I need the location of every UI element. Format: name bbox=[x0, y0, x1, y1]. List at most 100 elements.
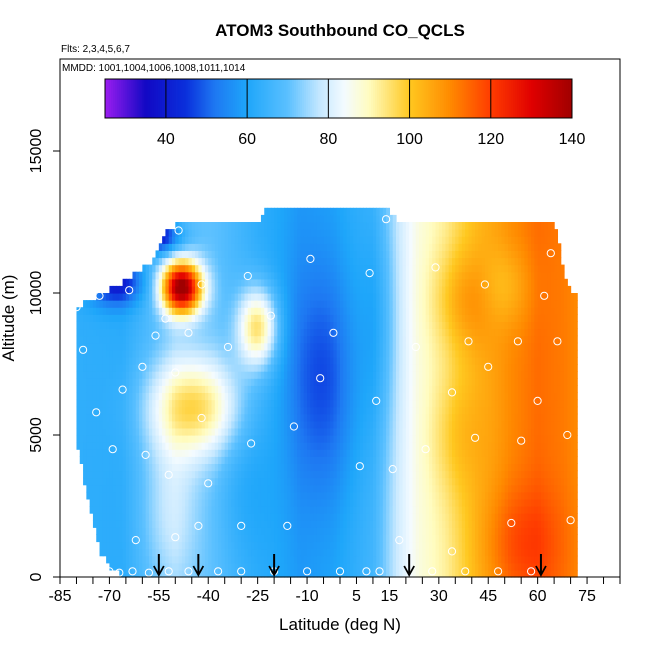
heatmap-cell bbox=[152, 285, 157, 294]
heatmap-cell bbox=[172, 392, 176, 401]
heatmap-cell bbox=[211, 257, 216, 266]
heatmap-cell bbox=[293, 335, 298, 344]
heatmap-cell bbox=[254, 300, 259, 308]
heatmap-cell bbox=[326, 534, 331, 543]
heatmap-cell bbox=[323, 406, 328, 415]
heatmap-cell bbox=[316, 406, 321, 415]
heatmap-cell bbox=[221, 449, 226, 457]
heatmap-cell bbox=[330, 506, 335, 514]
heatmap-cell bbox=[172, 520, 176, 528]
heatmap-cell bbox=[270, 214, 275, 223]
heatmap-cell bbox=[244, 229, 249, 237]
heatmap-cell bbox=[122, 406, 127, 415]
heatmap-cell bbox=[300, 207, 305, 216]
heatmap-cell bbox=[333, 449, 338, 457]
heatmap-cell bbox=[264, 300, 269, 308]
heatmap-cell bbox=[270, 491, 275, 500]
heatmap-cell bbox=[132, 498, 137, 507]
heatmap-cell bbox=[260, 214, 265, 223]
heatmap-cell bbox=[356, 378, 361, 386]
heatmap-cell bbox=[172, 371, 176, 379]
heatmap-cell bbox=[379, 243, 384, 251]
heatmap-cell bbox=[204, 534, 209, 543]
heatmap-cell bbox=[356, 569, 361, 578]
heatmap-cell bbox=[165, 293, 170, 301]
heatmap-cell bbox=[254, 498, 259, 507]
heatmap-cell bbox=[247, 356, 252, 365]
heatmap-cell bbox=[139, 413, 143, 422]
heatmap-cell bbox=[122, 456, 127, 464]
heatmap-cell bbox=[86, 456, 91, 464]
heatmap-cell bbox=[316, 463, 321, 472]
heatmap-cell bbox=[287, 392, 292, 401]
heatmap-cell bbox=[214, 527, 219, 535]
heatmap-cell bbox=[369, 328, 374, 337]
heatmap-cell bbox=[293, 506, 298, 514]
heatmap-cell bbox=[300, 498, 305, 507]
heatmap-cell bbox=[363, 371, 367, 379]
heatmap-cell bbox=[162, 442, 167, 450]
heatmap-cell bbox=[116, 378, 120, 386]
heatmap-cell bbox=[175, 506, 180, 514]
heatmap-cell bbox=[402, 307, 407, 315]
heatmap-cell bbox=[264, 534, 269, 543]
heatmap-cell bbox=[316, 513, 321, 521]
heatmap-cell bbox=[399, 520, 404, 528]
heatmap-cell bbox=[369, 207, 374, 216]
heatmap-cell bbox=[214, 257, 219, 266]
heatmap-cell bbox=[382, 520, 387, 528]
heatmap-cell bbox=[99, 484, 104, 493]
heatmap-cell bbox=[181, 278, 186, 287]
heatmap-cell bbox=[399, 527, 404, 535]
heatmap-cell bbox=[307, 541, 311, 550]
heatmap-cell bbox=[280, 364, 285, 372]
heatmap-cell bbox=[125, 541, 130, 550]
heatmap-cell bbox=[92, 449, 97, 457]
heatmap-cell bbox=[195, 364, 199, 372]
heatmap-cell bbox=[175, 534, 180, 543]
heatmap-cell bbox=[247, 342, 252, 351]
heatmap-cell bbox=[119, 442, 124, 450]
heatmap-cell bbox=[349, 293, 354, 301]
heatmap-cell bbox=[231, 257, 236, 266]
heatmap-cell bbox=[139, 271, 143, 280]
heatmap-cell bbox=[172, 435, 176, 443]
heatmap-cell bbox=[330, 477, 335, 486]
heatmap-cell bbox=[267, 442, 272, 450]
heatmap-cell bbox=[211, 569, 216, 578]
heatmap-cell bbox=[158, 548, 163, 557]
heatmap-cell bbox=[343, 328, 348, 337]
heatmap-cell bbox=[402, 463, 407, 472]
heatmap-cell bbox=[359, 420, 364, 429]
heatmap-cell bbox=[76, 371, 81, 379]
heatmap-cell bbox=[201, 555, 206, 564]
heatmap-cell bbox=[96, 477, 101, 486]
heatmap-cell bbox=[231, 555, 236, 564]
heatmap-cell bbox=[402, 413, 407, 422]
heatmap-cell bbox=[303, 278, 308, 287]
heatmap-cell bbox=[195, 427, 199, 436]
heatmap-cell bbox=[181, 349, 186, 358]
heatmap-cell bbox=[399, 222, 404, 230]
heatmap-cell bbox=[119, 527, 124, 535]
heatmap-cell bbox=[251, 335, 255, 344]
heatmap-cell bbox=[224, 307, 229, 315]
heatmap-cell bbox=[280, 420, 285, 429]
heatmap-cell bbox=[251, 527, 255, 535]
heatmap-cell bbox=[303, 456, 308, 464]
heatmap-cell bbox=[389, 513, 394, 521]
heatmap-cell bbox=[139, 534, 143, 543]
heatmap-cell bbox=[152, 278, 157, 287]
heatmap-cell bbox=[152, 257, 157, 266]
heatmap-cell bbox=[214, 371, 219, 379]
heatmap-cell bbox=[132, 328, 137, 337]
heatmap-cell bbox=[415, 442, 420, 450]
heatmap-cell bbox=[228, 520, 232, 528]
heatmap-cell bbox=[389, 470, 394, 479]
heatmap-cell bbox=[349, 207, 354, 216]
heatmap-cell bbox=[310, 491, 315, 500]
heatmap-cell bbox=[343, 520, 348, 528]
heatmap-cell bbox=[102, 427, 107, 436]
heatmap-cell bbox=[119, 541, 124, 550]
heatmap-cell bbox=[237, 243, 242, 251]
